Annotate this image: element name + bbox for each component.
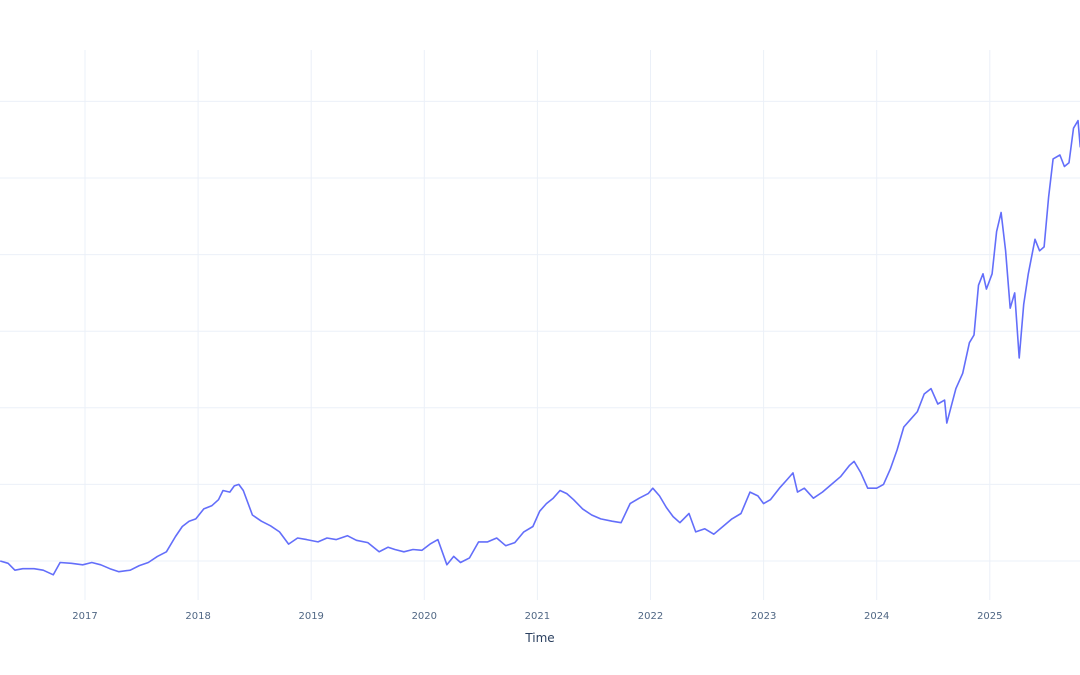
x-tick-label: 2025 [977, 611, 1002, 622]
x-axis-title: Time [524, 631, 554, 645]
x-tick-label: 2018 [185, 611, 210, 622]
x-tick-label: 2021 [525, 611, 550, 622]
x-axis-tick-labels: 2017 2018 2019 2020 2021 2022 2023 2024 2025 [72, 611, 1002, 622]
data-series-line [0, 119, 1080, 576]
x-tick-label: 2020 [412, 611, 437, 622]
vertical-gridlines [84, 50, 991, 600]
x-tick-label: 2022 [638, 611, 663, 622]
horizontal-gridlines [0, 100, 1080, 562]
x-tick-label: 2023 [751, 611, 776, 622]
x-tick-label: 2019 [298, 611, 323, 622]
x-tick-label: 2024 [864, 611, 889, 622]
x-tick-label: 2017 [72, 611, 97, 622]
